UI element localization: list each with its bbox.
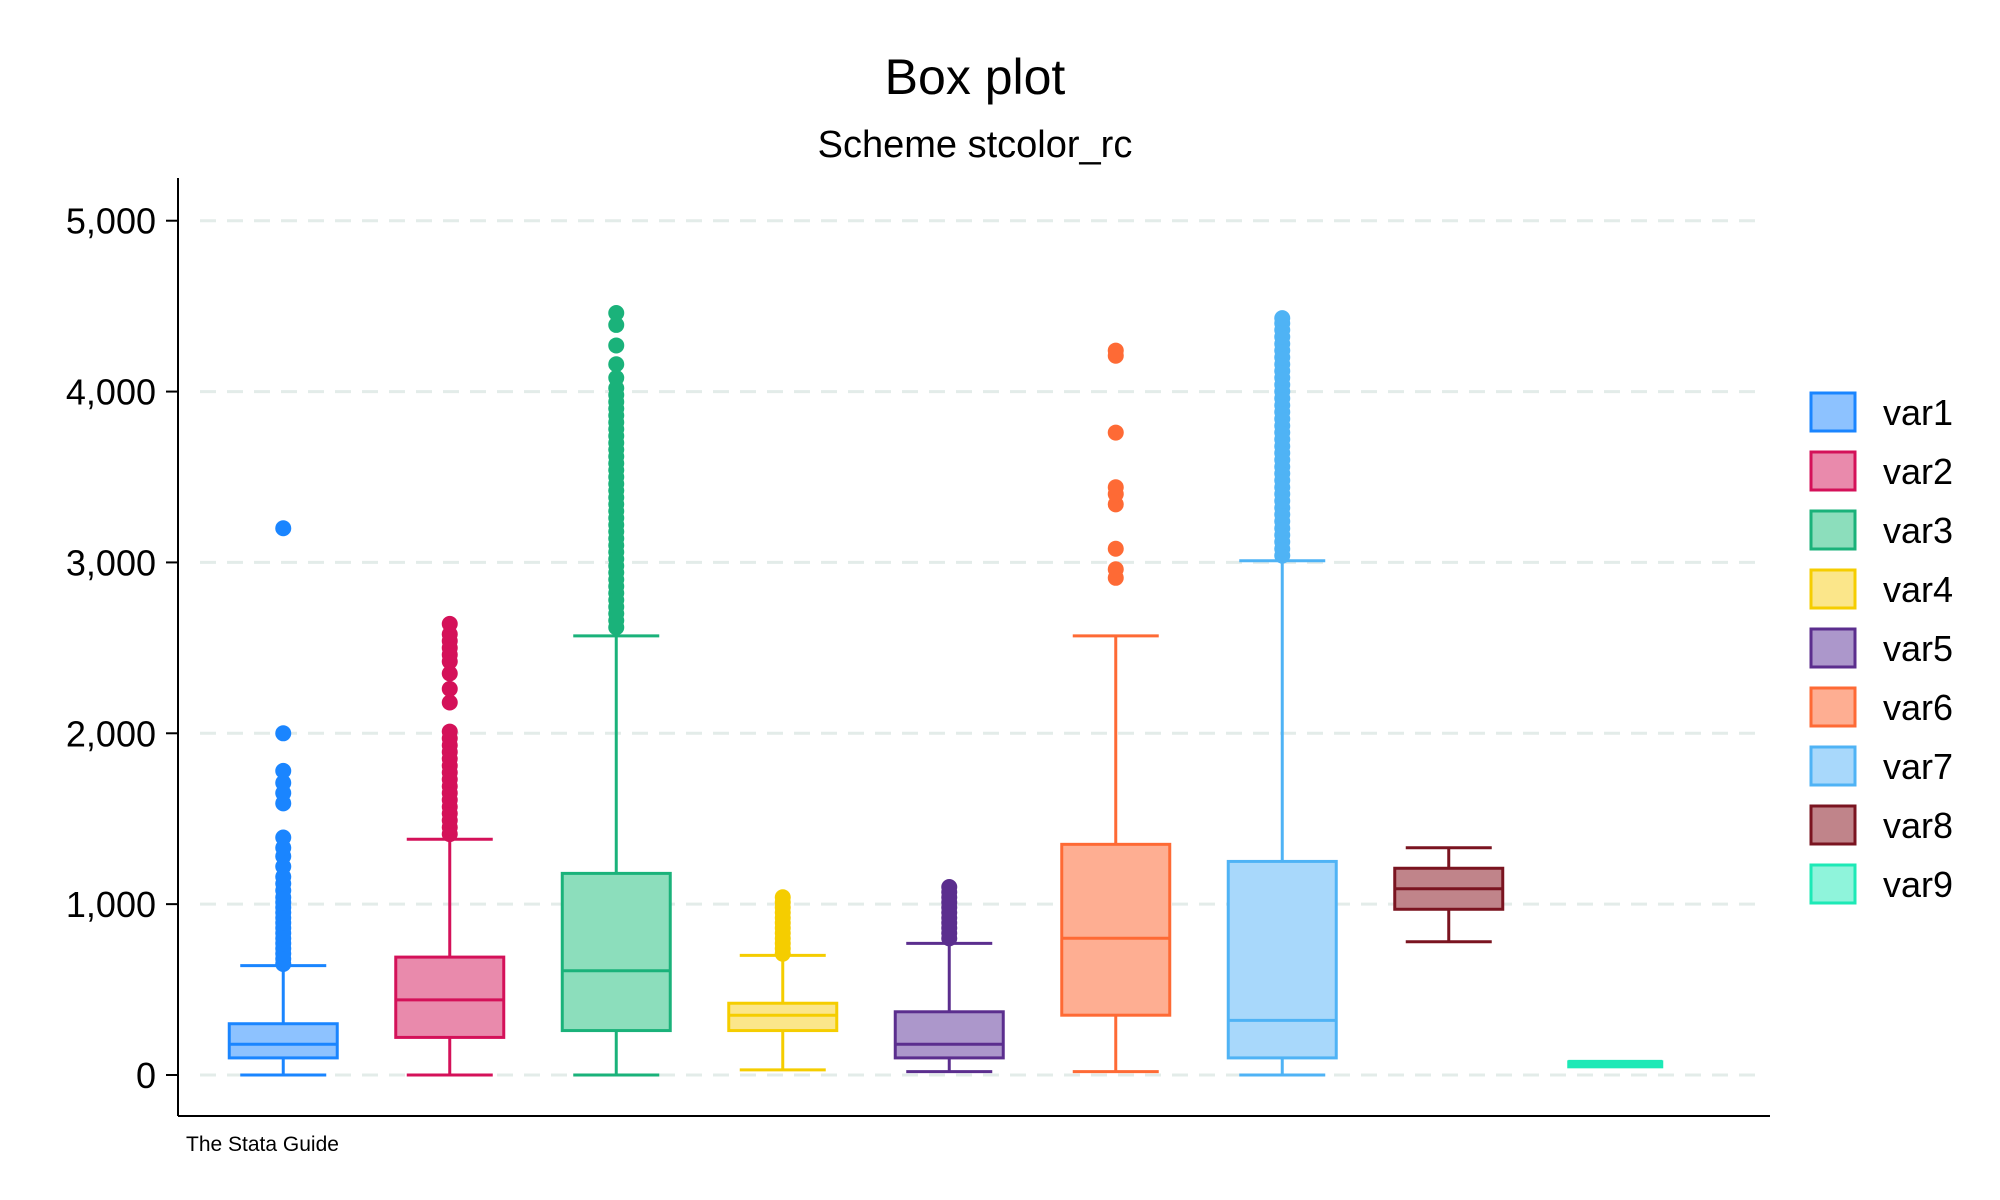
legend: var1 var2 var3 var4 var5 var6 var7 var8 var9: [1809, 391, 1953, 905]
box-var2: [394, 615, 506, 1077]
y-tick-label: 0: [136, 1055, 156, 1096]
box-var3: [560, 304, 672, 1077]
iqr-box: [727, 1001, 839, 1033]
outlier-point: [774, 889, 791, 906]
legend-label: var7: [1883, 746, 1953, 787]
outlier-point: [608, 316, 625, 333]
box-var8: [1393, 846, 1505, 944]
legend-item-var7: var7: [1809, 745, 1953, 787]
outlier-point: [275, 829, 292, 846]
box-series: [227, 304, 1664, 1077]
legend-label: var6: [1883, 687, 1953, 728]
y-tick-label: 3,000: [66, 542, 156, 583]
iqr-box: [394, 955, 506, 1039]
y-tick-label: 5,000: [66, 201, 156, 242]
box-var1: [227, 520, 339, 1077]
outlier-point: [275, 520, 292, 537]
legend-swatch: [1809, 745, 1857, 787]
legend-label: var1: [1883, 392, 1953, 433]
iqr-box: [560, 871, 672, 1033]
legend-swatch: [1809, 450, 1857, 492]
legend-swatch: [1809, 686, 1857, 728]
outlier-point: [275, 762, 292, 779]
iqr-box: [227, 1022, 339, 1060]
legend-item-var4: var4: [1809, 568, 1953, 610]
outlier-point: [441, 665, 458, 682]
legend-swatch: [1809, 863, 1857, 905]
legend-label: var9: [1883, 864, 1953, 905]
outlier-point: [1107, 561, 1124, 578]
box-var5: [893, 879, 1005, 1074]
chart-note: The Stata Guide: [186, 1133, 339, 1156]
legend-swatch: [1809, 391, 1857, 433]
outlier-point: [1107, 424, 1124, 441]
legend-swatch: [1809, 804, 1857, 846]
y-axis-ticks: 0 1,000 2,000 3,000 4,000 5,000: [66, 201, 178, 1096]
legend-item-var1: var1: [1809, 391, 1953, 433]
outlier-point: [608, 337, 625, 354]
iqr-box: [1226, 859, 1338, 1060]
chart-subtitle: Scheme stcolor_rc: [818, 124, 1133, 166]
gridlines: [200, 219, 1765, 1077]
outlier-point: [941, 879, 958, 896]
outlier-point: [1107, 540, 1124, 557]
legend-item-var6: var6: [1809, 686, 1953, 728]
outlier-point: [608, 369, 625, 386]
legend-label: var8: [1883, 805, 1953, 846]
legend-item-var5: var5: [1809, 627, 1953, 669]
legend-label: var5: [1883, 628, 1953, 669]
legend-label: var2: [1883, 451, 1953, 492]
legend-swatch: [1809, 627, 1857, 669]
outlier-point: [441, 723, 458, 740]
box-var9: [1567, 1059, 1664, 1069]
box-var4: [727, 889, 839, 1072]
legend-swatch: [1809, 509, 1857, 551]
y-tick-label: 2,000: [66, 713, 156, 754]
outlier-point: [441, 615, 458, 632]
iqr-box: [893, 1010, 1005, 1060]
outlier-point: [441, 694, 458, 711]
box-var7: [1226, 310, 1338, 1077]
iqr-box: [1060, 842, 1172, 1017]
box-var6: [1060, 342, 1172, 1074]
legend-item-var9: var9: [1809, 863, 1953, 905]
outlier-point: [275, 774, 292, 791]
chart-title: Box plot: [885, 49, 1066, 105]
outlier-point: [441, 680, 458, 697]
legend-label: var4: [1883, 569, 1953, 610]
axes: [177, 178, 1770, 1117]
legend-swatch: [1809, 568, 1857, 610]
legend-label: var3: [1883, 510, 1953, 551]
legend-item-var8: var8: [1809, 804, 1953, 846]
legend-item-var3: var3: [1809, 509, 1953, 551]
legend-item-var2: var2: [1809, 450, 1953, 492]
outlier-point: [1274, 310, 1291, 327]
outlier-point: [1107, 479, 1124, 496]
outlier-point: [275, 725, 292, 742]
y-tick-label: 4,000: [66, 372, 156, 413]
outlier-point: [1107, 342, 1124, 359]
y-tick-label: 1,000: [66, 884, 156, 925]
outlier-point: [608, 304, 625, 321]
outlier-point: [608, 356, 625, 373]
